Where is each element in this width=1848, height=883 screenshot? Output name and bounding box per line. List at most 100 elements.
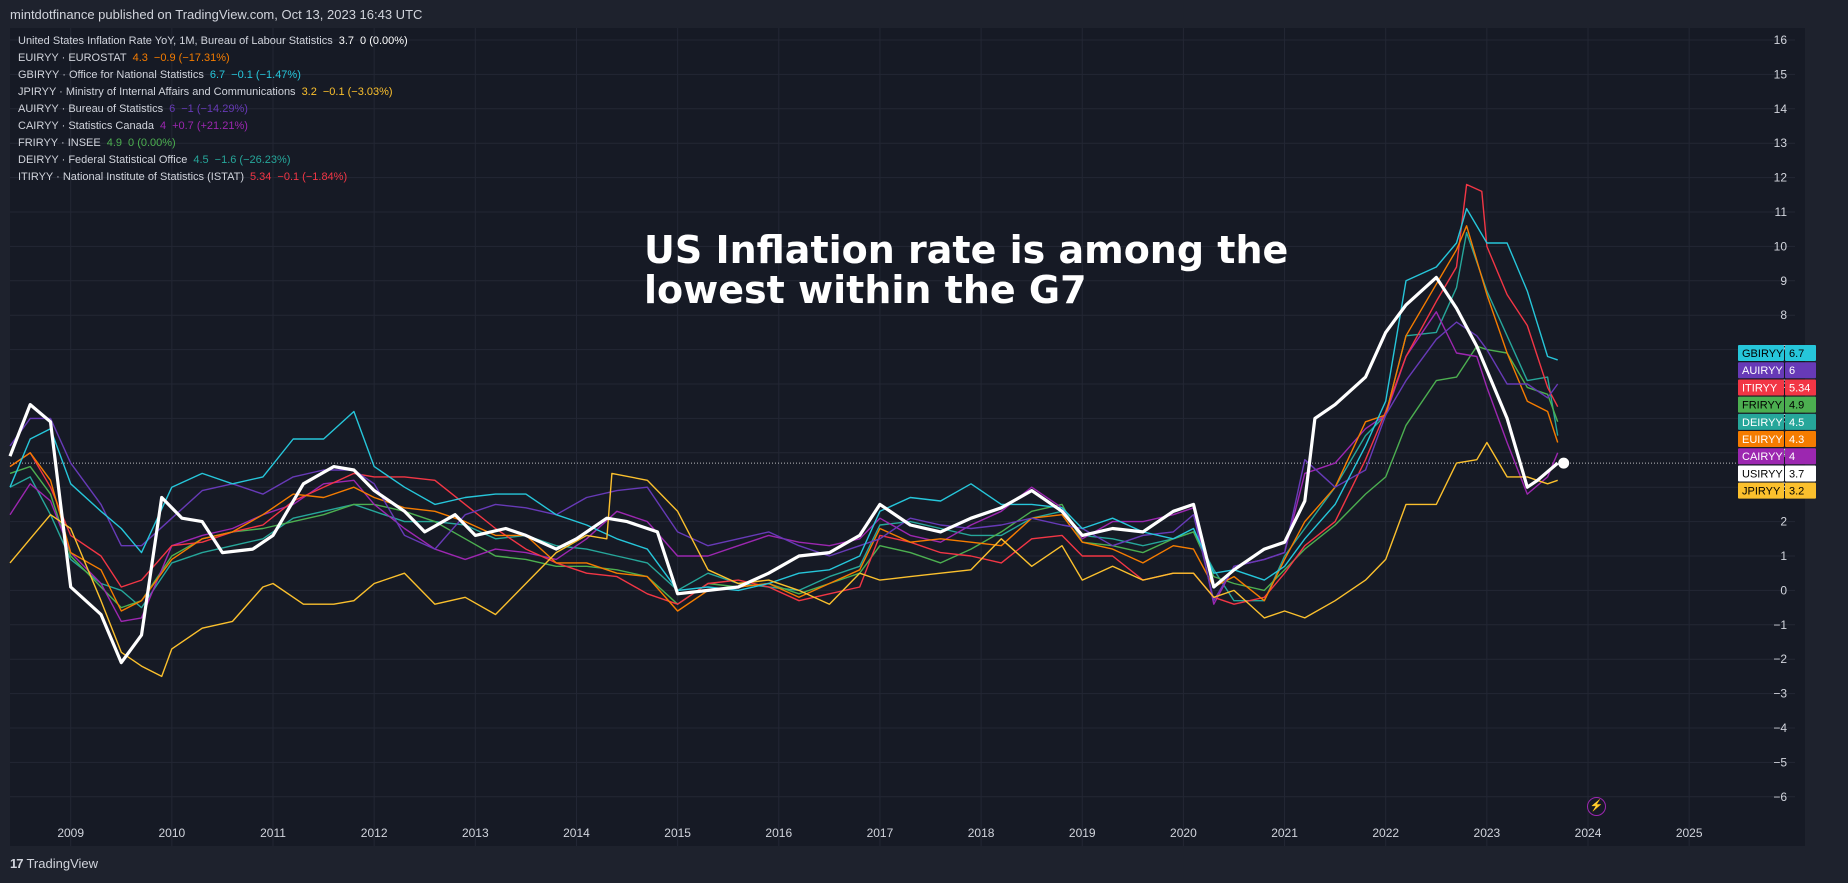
bottom-bar: 17 TradingView bbox=[0, 846, 1848, 883]
price-tag-label-bg bbox=[1738, 465, 1784, 482]
legend-series-name: EUIRYY · EUROSTAT bbox=[18, 52, 127, 64]
lightning-icon[interactable]: ⚡ bbox=[1587, 797, 1606, 816]
x-tick-label: 2016 bbox=[765, 826, 792, 840]
legend-row[interactable]: United States Inflation Rate YoY, 1M, Bu… bbox=[18, 33, 408, 50]
x-tick-label: 2013 bbox=[462, 826, 489, 840]
price-tag-value: 5.34 bbox=[1789, 382, 1810, 394]
price-tag-value-bg bbox=[1785, 482, 1816, 499]
price-tag-value-bg bbox=[1785, 362, 1816, 379]
series-line-euiryy bbox=[9, 225, 1559, 612]
price-tag-label-bg bbox=[1738, 431, 1784, 448]
y-tick-label: 2 bbox=[1780, 515, 1787, 529]
legend-series-value: 5.34 bbox=[249, 171, 272, 183]
price-tag-label-bg bbox=[1738, 379, 1784, 396]
x-tick-label: 2014 bbox=[563, 826, 590, 840]
x-tick-label: 2024 bbox=[1575, 826, 1602, 840]
series-line-cairyy bbox=[9, 311, 1559, 623]
price-tag-label: USIRYY bbox=[1742, 468, 1783, 480]
y-tick-label: 16 bbox=[1774, 33, 1788, 47]
price-tag-label: AUIRYY bbox=[1742, 365, 1783, 377]
legend-series-change: −0.1 (−1.84%) bbox=[277, 171, 348, 183]
series-line-gbiryy bbox=[9, 207, 1558, 592]
legend-series-name: DEIRYY · Federal Statistical Office bbox=[18, 154, 188, 166]
legend-row[interactable]: ITIRYY · National Institute of Statistic… bbox=[18, 169, 408, 186]
legend: United States Inflation Rate YoY, 1M, Bu… bbox=[18, 33, 408, 186]
x-tick-label: 2020 bbox=[1170, 826, 1197, 840]
chart-area[interactable] bbox=[10, 28, 1805, 846]
headline-line1: US Inflation rate is among the bbox=[644, 228, 1289, 272]
x-tick-label: 2022 bbox=[1372, 826, 1399, 840]
series-line-friryy bbox=[9, 345, 1559, 609]
x-tick-label: 2019 bbox=[1069, 826, 1096, 840]
price-tag-value: 6 bbox=[1789, 365, 1795, 377]
y-tick-label: −6 bbox=[1773, 790, 1787, 804]
y-tick-label: −2 bbox=[1773, 652, 1787, 666]
price-tag-value: 4 bbox=[1789, 451, 1795, 463]
price-tag-label: ITIRYY bbox=[1742, 382, 1778, 394]
x-tick-label: 2017 bbox=[867, 826, 894, 840]
legend-series-change: −0.1 (−1.47%) bbox=[231, 69, 301, 81]
legend-series-value: 6 bbox=[169, 103, 176, 115]
x-tick-label: 2021 bbox=[1271, 826, 1298, 840]
legend-row[interactable]: CAIRYY · Statistics Canada 4 +0.7 (+21.21%… bbox=[18, 118, 408, 135]
legend-row[interactable]: FRIRYY · INSEE 4.9 0 (0.00%) bbox=[18, 135, 408, 152]
legend-series-change: −1.6 (−26.23%) bbox=[214, 154, 291, 166]
legend-series-change: −0.9 (−17.31%) bbox=[153, 52, 230, 64]
legend-series-value: 3.7 bbox=[338, 35, 355, 47]
legend-row[interactable]: DEIRYY · Federal Statistical Office 4.5 −1… bbox=[18, 152, 408, 169]
tradingview-logo[interactable]: 17 TradingView bbox=[10, 856, 98, 871]
price-tag-label: EUIRYY bbox=[1742, 434, 1783, 446]
legend-series-value: 3.2 bbox=[301, 86, 317, 98]
price-tag-label-bg bbox=[1738, 482, 1784, 499]
legend-series-name: JPIRYY · Ministry of Internal Affairs an… bbox=[18, 86, 296, 98]
legend-row[interactable]: EUIRYY · EUROSTAT 4.3 −0.9 (−17.31%) bbox=[18, 50, 408, 67]
y-tick-label: −3 bbox=[1773, 687, 1787, 701]
price-tag-value-bg bbox=[1785, 465, 1816, 482]
y-tick-label: 9 bbox=[1780, 274, 1787, 288]
legend-series-change: 0 (0.00%) bbox=[128, 137, 176, 149]
legend-series-name: AUIRYY · Bureau of Statistics bbox=[18, 103, 164, 115]
y-tick-label: 1 bbox=[1780, 549, 1787, 563]
legend-series-change: +0.7 (+21.21%) bbox=[172, 120, 248, 132]
price-tag-value-bg bbox=[1785, 396, 1816, 413]
price-tag-label: JPIRYY bbox=[1742, 486, 1781, 498]
legend-row[interactable]: AUIRYY · Bureau of Statistics 6 −1 (−14.29… bbox=[18, 101, 408, 118]
series-line-deiryy bbox=[9, 231, 1559, 609]
price-tag-value-bg bbox=[1785, 448, 1816, 465]
price-tag-value-bg bbox=[1785, 431, 1816, 448]
x-tick-label: 2025 bbox=[1676, 826, 1703, 840]
y-tick-label: 8 bbox=[1780, 308, 1787, 322]
legend-series-name: CAIRYY · Statistics Canada bbox=[18, 120, 154, 132]
price-tag-value: 4.5 bbox=[1789, 417, 1804, 429]
y-tick-label: −4 bbox=[1773, 721, 1787, 735]
x-tick-label: 2010 bbox=[158, 826, 185, 840]
price-tag-label: FRIRYY bbox=[1742, 400, 1783, 412]
x-tick-label: 2011 bbox=[260, 826, 286, 840]
legend-row[interactable]: GBIRYY · Office for National Statistics 6… bbox=[18, 67, 408, 84]
publisher-info: mintdotfinance published on TradingView.… bbox=[10, 7, 423, 22]
legend-series-change: −1 (−14.29%) bbox=[181, 103, 248, 115]
chart-headline: US Inflation rate is among the lowest wi… bbox=[644, 230, 1288, 310]
price-tag-label: DEIRYY bbox=[1742, 417, 1783, 429]
legend-row[interactable]: JPIRYY · Ministry of Internal Affairs an… bbox=[18, 84, 408, 101]
y-tick-label: 15 bbox=[1774, 67, 1788, 81]
legend-series-change: −0.1 (−3.03%) bbox=[322, 86, 393, 98]
legend-series-value: 6.7 bbox=[209, 69, 226, 81]
price-tag-label-bg bbox=[1738, 413, 1784, 430]
y-tick-label: 14 bbox=[1774, 102, 1788, 116]
price-tag-value: 3.2 bbox=[1789, 486, 1804, 498]
legend-series-value: 4 bbox=[159, 120, 167, 132]
top-bar: mintdotfinance published on TradingView.… bbox=[0, 0, 1848, 28]
price-tag-value-bg bbox=[1785, 413, 1816, 430]
price-tag-label-bg bbox=[1738, 362, 1784, 379]
y-tick-label: 13 bbox=[1774, 136, 1788, 150]
series-line-usiryy bbox=[8, 275, 1559, 665]
legend-series-value: 4.3 bbox=[132, 52, 148, 64]
price-tag-label-bg bbox=[1738, 345, 1784, 362]
price-tag-value: 6.7 bbox=[1789, 348, 1804, 360]
series-line-auiryy bbox=[9, 321, 1559, 602]
legend-series-change: 0 (0.00%) bbox=[360, 35, 408, 47]
y-tick-label: 12 bbox=[1774, 171, 1788, 185]
legend-series-name: United States Inflation Rate YoY, 1M, Bu… bbox=[18, 35, 333, 47]
